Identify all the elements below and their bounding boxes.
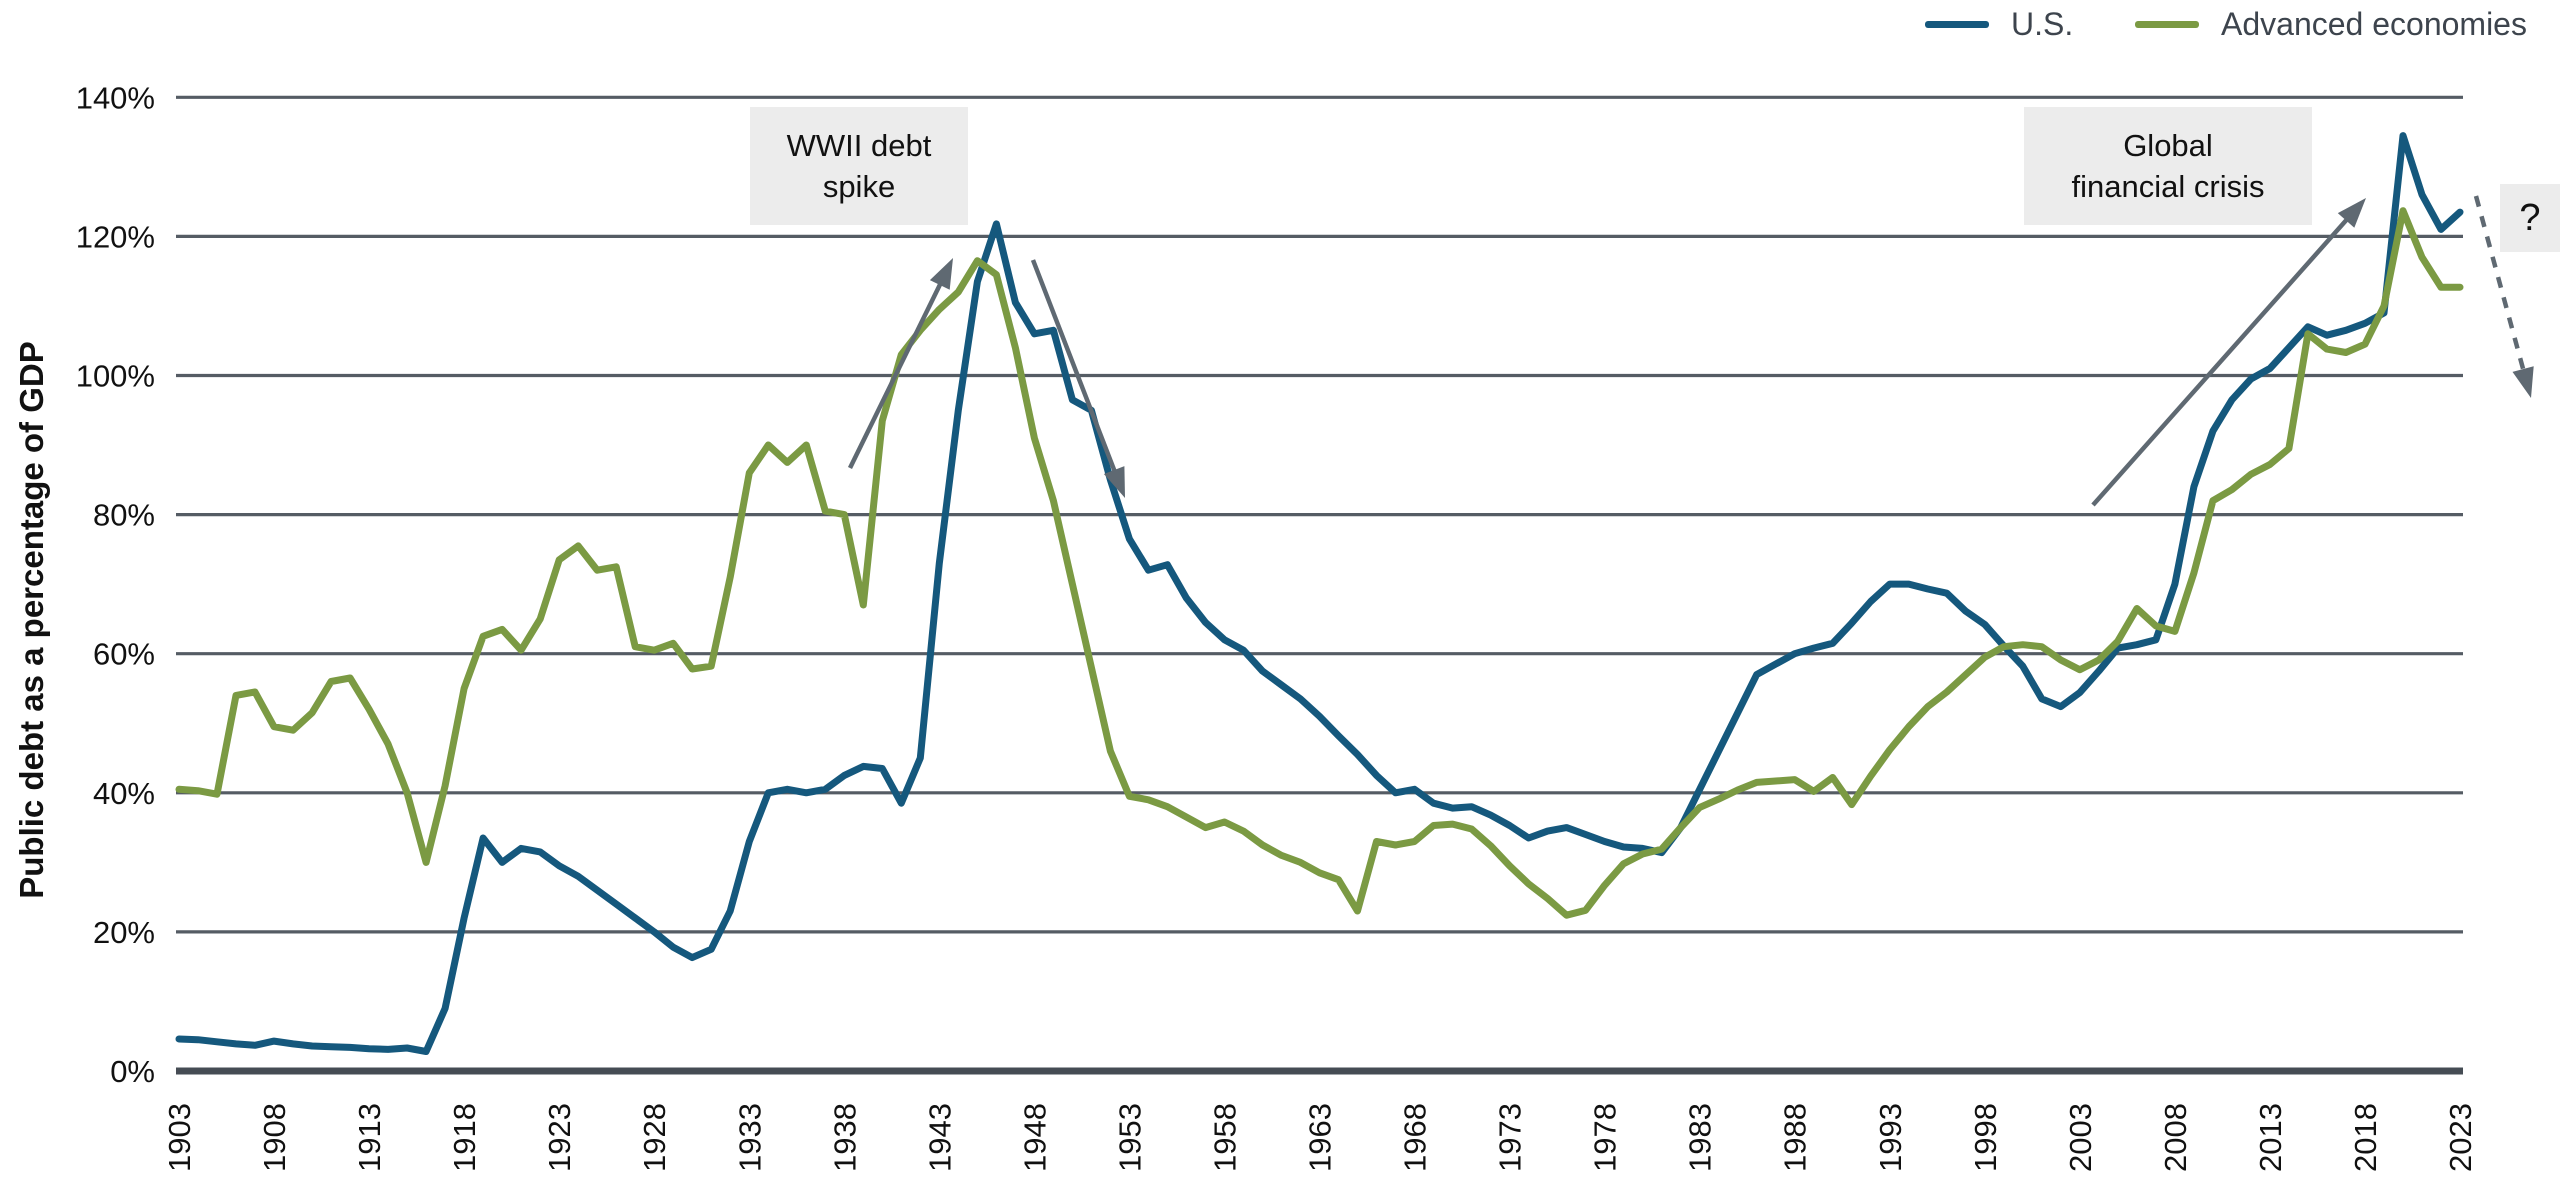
gfc-annotation: Global financial crisis bbox=[2024, 107, 2312, 225]
x-tick-label-1983: 1983 bbox=[1683, 1103, 1718, 1172]
ae-legend-label: Advanced economies bbox=[2221, 6, 2527, 42]
question-mark-text: ? bbox=[2519, 197, 2541, 239]
x-tick-label-1903: 1903 bbox=[162, 1103, 197, 1172]
x-tick-label-1943: 1943 bbox=[922, 1103, 957, 1172]
y-tick-label-80: 80% bbox=[93, 498, 155, 533]
y-tick-label-40: 40% bbox=[93, 776, 155, 811]
x-tick-label-1973: 1973 bbox=[1493, 1103, 1528, 1172]
x-tick-label-2008: 2008 bbox=[2158, 1103, 2193, 1172]
x-tick-label-1998: 1998 bbox=[1968, 1103, 2003, 1172]
y-axis-title: Public debt as a percentage of GDP bbox=[13, 341, 50, 899]
us-series-line bbox=[175, 132, 2464, 1055]
gfc_up-arrow-icon bbox=[2091, 215, 2351, 507]
gfc_up-arrow-head-icon bbox=[2337, 198, 2366, 228]
y-tick-label-20: 20% bbox=[93, 915, 155, 950]
gfc-annotation-line1: Global bbox=[2123, 128, 2213, 163]
x-tick-label-1923: 1923 bbox=[542, 1103, 577, 1172]
wwii-annotation-line2: spike bbox=[822, 169, 896, 204]
x-tick-label-1988: 1988 bbox=[1778, 1103, 1813, 1172]
ae-legend-swatch-icon bbox=[2135, 21, 2199, 28]
y-tick-label-120: 120% bbox=[76, 219, 155, 254]
x-tick-label-2018: 2018 bbox=[2348, 1103, 2383, 1172]
x-tick-label-1978: 1978 bbox=[1588, 1103, 1623, 1172]
x-tick-label-1913: 1913 bbox=[352, 1103, 387, 1172]
x-tick-label-1908: 1908 bbox=[257, 1103, 292, 1172]
us-legend-swatch-icon bbox=[1925, 21, 1989, 28]
advanced-economies-series-line bbox=[175, 207, 2464, 919]
future-arrow-head-icon bbox=[2512, 366, 2534, 398]
legend-item-us: U.S. bbox=[1925, 6, 2073, 43]
x-tick-label-1933: 1933 bbox=[732, 1103, 767, 1172]
wwii-annotation-line1: WWII debt bbox=[786, 128, 932, 163]
x-tick-label-1958: 1958 bbox=[1207, 1103, 1242, 1172]
x-tick-label-1963: 1963 bbox=[1303, 1103, 1338, 1172]
wwii-annotation: WWII debt spike bbox=[750, 107, 968, 225]
wwii_up-arrow-head-icon bbox=[929, 258, 953, 290]
legend: U.S. Advanced economies bbox=[0, 0, 2560, 46]
wwii_down-arrow-icon bbox=[1030, 259, 1118, 475]
x-tick-label-1953: 1953 bbox=[1112, 1103, 1147, 1172]
wwii_down-arrow-head-icon bbox=[1103, 466, 1125, 498]
y-tick-label-140: 140% bbox=[76, 80, 155, 115]
question-mark-annotation: ? bbox=[2500, 184, 2560, 252]
y-tick-label-60: 60% bbox=[93, 637, 155, 672]
y-tick-label-100: 100% bbox=[76, 359, 155, 394]
x-tick-label-2013: 2013 bbox=[2253, 1103, 2288, 1172]
x-tick-label-1993: 1993 bbox=[1873, 1103, 1908, 1172]
gfc-annotation-line2: financial crisis bbox=[2071, 169, 2265, 204]
x-tick-label-1938: 1938 bbox=[827, 1103, 862, 1172]
y-tick-label-0: 0% bbox=[110, 1054, 155, 1089]
legend-item-ae: Advanced economies bbox=[2135, 6, 2527, 43]
x-tick-label-1968: 1968 bbox=[1398, 1103, 1433, 1172]
wwii_up-arrow-icon bbox=[847, 280, 944, 469]
future-arrow-icon bbox=[2473, 195, 2527, 374]
x-tick-label-1918: 1918 bbox=[447, 1103, 482, 1172]
x-tick-label-1948: 1948 bbox=[1017, 1103, 1052, 1172]
x-tick-label-1928: 1928 bbox=[637, 1103, 672, 1172]
x-tick-label-2023: 2023 bbox=[2443, 1103, 2478, 1172]
x-tick-label-2003: 2003 bbox=[2063, 1103, 2098, 1172]
us-legend-label: U.S. bbox=[2011, 6, 2074, 42]
